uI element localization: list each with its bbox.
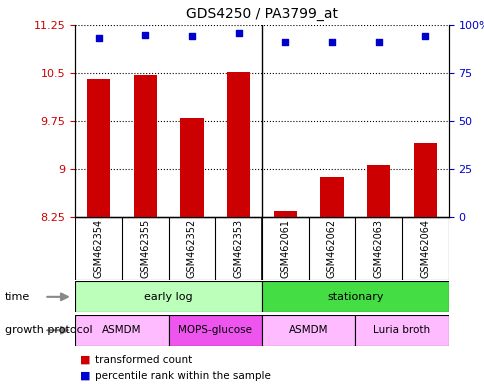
Text: GSM462353: GSM462353 xyxy=(233,219,243,278)
Point xyxy=(188,33,196,40)
Point xyxy=(281,39,288,45)
Text: GSM462354: GSM462354 xyxy=(93,219,103,278)
Point xyxy=(94,35,102,41)
Bar xyxy=(180,118,203,217)
Bar xyxy=(75,281,261,312)
Bar xyxy=(133,75,156,217)
Text: GSM462352: GSM462352 xyxy=(186,219,197,278)
Bar xyxy=(168,315,261,346)
Bar xyxy=(366,165,390,217)
Bar xyxy=(261,315,354,346)
Text: time: time xyxy=(5,292,30,302)
Bar xyxy=(87,79,110,217)
Point xyxy=(421,33,428,40)
Text: GSM462355: GSM462355 xyxy=(140,219,150,278)
Point xyxy=(374,39,382,45)
Text: Luria broth: Luria broth xyxy=(373,325,430,335)
Text: early log: early log xyxy=(144,292,193,302)
Text: percentile rank within the sample: percentile rank within the sample xyxy=(94,371,270,381)
Text: ■: ■ xyxy=(80,355,91,365)
Text: stationary: stationary xyxy=(326,292,383,302)
Bar xyxy=(273,210,296,217)
Text: GSM462062: GSM462062 xyxy=(326,219,336,278)
Bar xyxy=(319,177,343,217)
Text: ASMDM: ASMDM xyxy=(102,325,141,335)
Point xyxy=(327,39,335,45)
Title: GDS4250 / PA3799_at: GDS4250 / PA3799_at xyxy=(185,7,337,21)
Bar xyxy=(413,143,436,217)
Text: transformed count: transformed count xyxy=(94,355,192,365)
Text: GSM462061: GSM462061 xyxy=(280,219,289,278)
Text: ASMDM: ASMDM xyxy=(288,325,328,335)
Text: GSM462063: GSM462063 xyxy=(373,219,383,278)
Text: ■: ■ xyxy=(80,371,91,381)
Bar xyxy=(354,315,448,346)
Bar xyxy=(227,72,250,217)
Text: MOPS-glucose: MOPS-glucose xyxy=(178,325,252,335)
Text: growth protocol: growth protocol xyxy=(5,325,92,335)
Bar xyxy=(261,281,448,312)
Point xyxy=(234,30,242,36)
Text: GSM462064: GSM462064 xyxy=(420,219,429,278)
Point xyxy=(141,31,149,38)
Bar xyxy=(75,315,168,346)
